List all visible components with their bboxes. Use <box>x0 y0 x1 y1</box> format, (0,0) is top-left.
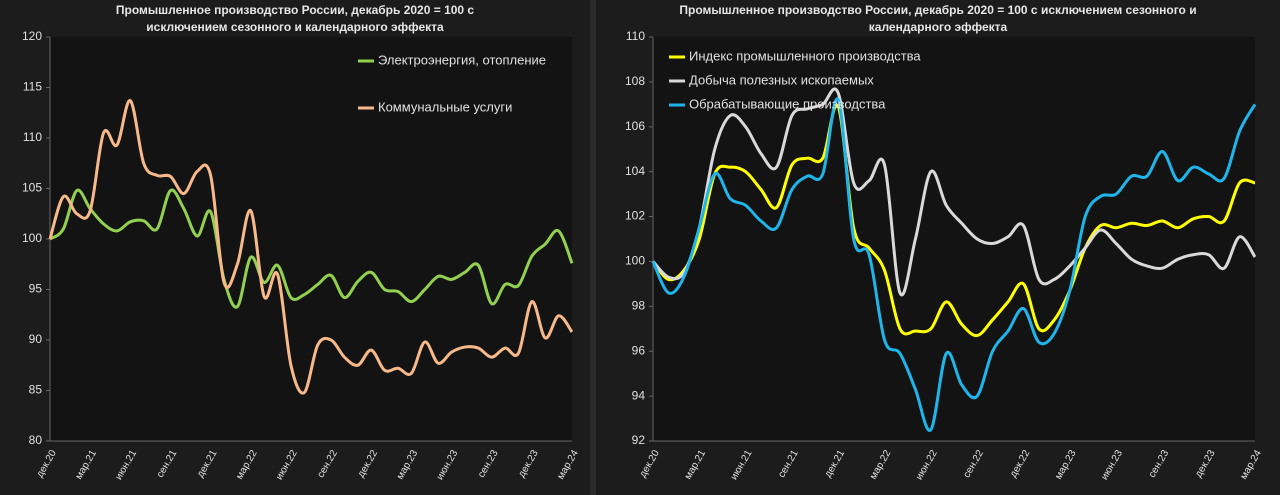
chart-panel: Промышленное производство России, декабр… <box>0 0 590 495</box>
line <box>49 188 574 309</box>
x-tick-label: мар.23 <box>1053 448 1079 482</box>
legend-label: Обрабатывающие производства <box>689 96 886 111</box>
x-tick-label: сен.22 <box>962 448 987 480</box>
y-tick-label: 120 <box>22 29 42 43</box>
y-tick-label: 110 <box>23 130 42 144</box>
chart-panel: Промышленное производство России, декабр… <box>596 0 1280 495</box>
y-tick-label: 102 <box>625 209 645 223</box>
y-tick-label: 92 <box>632 433 646 447</box>
x-tick-label: июн.21 <box>113 448 139 482</box>
y-tick-label: 80 <box>29 433 43 447</box>
y-tick-label: 110 <box>626 29 645 43</box>
legend-label: Электроэнергия, отопление <box>378 52 546 67</box>
x-tick-label: дек.23 <box>1193 448 1218 480</box>
x-tick-label: июн.21 <box>729 448 755 482</box>
x-tick-label: мар.23 <box>395 448 421 482</box>
y-tick-label: 95 <box>29 282 43 296</box>
x-tick-label: дек.20 <box>35 448 60 480</box>
chart-title: Промышленное производство России, декабр… <box>679 3 1197 34</box>
x-tick-label: июн.22 <box>914 448 940 482</box>
y-tick-label: 100 <box>625 254 645 268</box>
y-tick-label: 96 <box>632 343 646 357</box>
y-tick-label: 105 <box>22 181 42 195</box>
y-tick-label: 90 <box>29 332 43 346</box>
y-tick-label: 108 <box>625 74 645 88</box>
y-tick-label: 94 <box>632 388 646 402</box>
x-tick-label: июн.22 <box>274 448 300 482</box>
x-tick-label: мар.22 <box>234 448 260 482</box>
x-tick-label: дек.20 <box>638 448 663 480</box>
plot-area <box>653 37 1255 441</box>
line <box>651 87 1257 297</box>
x-tick-label: дек.22 <box>356 448 381 480</box>
x-tick-label: сен.23 <box>1147 448 1172 480</box>
x-tick-label: мар.21 <box>683 448 709 482</box>
chart: 80 85 90 95 100 105 110 115 120 дек.20 мар.21 июн.2… <box>22 29 581 482</box>
y-tick-label: 85 <box>29 383 43 397</box>
y-tick-label: 104 <box>625 164 645 178</box>
x-tick-label: июн.23 <box>1099 448 1125 482</box>
y-tick-label: 106 <box>625 119 645 133</box>
x-tick-label: дек.21 <box>195 448 220 480</box>
legend-label: Индекс промышленного производства <box>689 48 921 63</box>
x-tick-label: мар.21 <box>74 448 100 482</box>
plot-area <box>50 37 572 441</box>
x-tick-label: сен.22 <box>315 448 340 480</box>
x-tick-label: дек.23 <box>516 448 541 480</box>
x-tick-label: сен.23 <box>476 448 501 480</box>
x-tick-label: дек.22 <box>1008 448 1033 480</box>
x-tick-label: мар.22 <box>868 448 894 482</box>
legend-label: Добыча полезных ископаемых <box>689 72 874 87</box>
x-tick-label: мар.24 <box>555 448 581 482</box>
x-tick-label: мар.24 <box>1238 448 1264 482</box>
legend-label: Коммунальные услуги <box>378 99 512 114</box>
chart: 92 94 96 98 100 102 104 106 108 110 дек.20 мар.21 ию… <box>625 29 1264 482</box>
y-tick-label: 98 <box>632 299 646 313</box>
y-tick-label: 100 <box>22 231 42 245</box>
line <box>48 99 574 395</box>
x-tick-label: июн.23 <box>435 448 461 482</box>
x-tick-label: дек.21 <box>823 448 848 480</box>
y-tick-label: 115 <box>23 80 42 94</box>
x-tick-label: сен.21 <box>155 448 180 480</box>
chart-title: Промышленное производство России, декабр… <box>115 3 475 34</box>
line <box>651 103 1256 338</box>
line <box>651 97 1257 432</box>
x-tick-label: сен.21 <box>776 448 801 480</box>
